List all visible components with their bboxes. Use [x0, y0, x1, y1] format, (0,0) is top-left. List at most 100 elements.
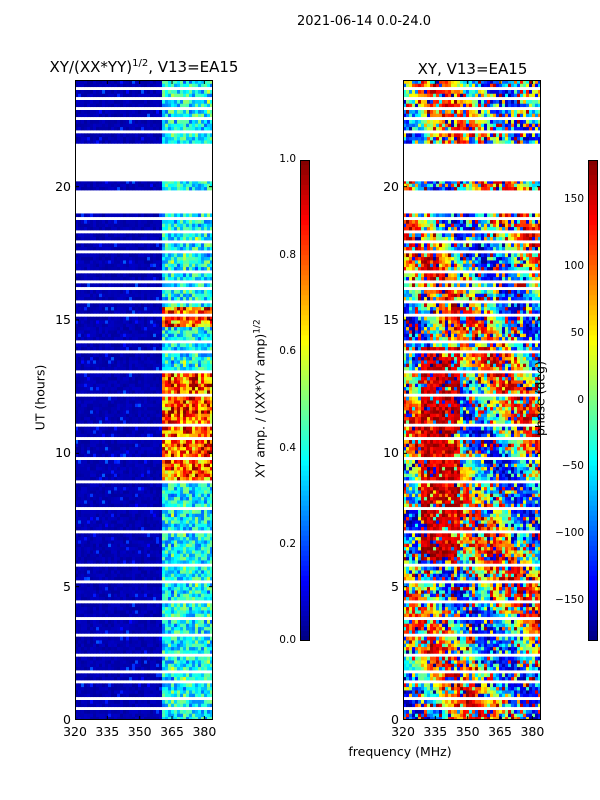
- heatmap-cell: [147, 460, 151, 464]
- heatmap-cell: [117, 586, 121, 591]
- heatmap-cell: [168, 570, 172, 574]
- heatmap-cell: [126, 346, 130, 351]
- heatmap-cell: [195, 553, 199, 558]
- heatmap-cell: [207, 630, 211, 634]
- heatmap-cell: [117, 520, 121, 524]
- heatmap-cell: [165, 483, 169, 488]
- heatmap-cell: [168, 533, 172, 538]
- heatmap-cell: [138, 573, 142, 578]
- heatmap-cell: [75, 413, 79, 418]
- heatmap-cell: [108, 330, 112, 334]
- heatmap-cell: [132, 496, 136, 501]
- heatmap-cell: [132, 553, 136, 558]
- heatmap-cell: [78, 333, 82, 338]
- heatmap-cell: [186, 503, 190, 508]
- heatmap-cell: [150, 693, 154, 698]
- heatmap-cell: [75, 660, 79, 664]
- heatmap-cell: [81, 693, 85, 698]
- heatmap-cell: [129, 276, 133, 281]
- heatmap-cell: [123, 566, 127, 571]
- heatmap-cell: [102, 390, 106, 394]
- heatmap-cell: [138, 630, 142, 634]
- heatmap-cell: [156, 713, 160, 718]
- heatmap-cell: [81, 656, 85, 661]
- heatmap-cell: [168, 486, 172, 491]
- heatmap-cell: [141, 713, 145, 718]
- heatmap-cell: [75, 450, 79, 454]
- heatmap-cell: [153, 290, 157, 294]
- heatmap-cell: [96, 690, 100, 694]
- heatmap-cell: [162, 450, 166, 454]
- heatmap-cell: [78, 713, 82, 718]
- heatmap-cell: [117, 566, 121, 571]
- heatmap-cell: [156, 380, 160, 384]
- heatmap-cell: [96, 296, 100, 301]
- heatmap-cell: [96, 620, 100, 624]
- heatmap-cell: [192, 410, 196, 414]
- heatmap-cell: [96, 546, 100, 551]
- heatmap-cell: [186, 290, 190, 294]
- heatmap-cell: [81, 420, 85, 424]
- heatmap-cell: [207, 426, 211, 431]
- heatmap-cell: [132, 466, 136, 471]
- heatmap-cell: [204, 646, 208, 651]
- heatmap-cell: [141, 703, 145, 708]
- heatmap-cell: [204, 383, 208, 388]
- heatmap-cell: [204, 660, 208, 664]
- heatmap-cell: [210, 363, 213, 368]
- heatmap-cell: [195, 463, 199, 468]
- heatmap-cell: [201, 560, 205, 564]
- heatmap-cell: [93, 646, 97, 651]
- heatmap-cell: [96, 466, 100, 471]
- heatmap-cell: [204, 363, 208, 368]
- heatmap-cell: [174, 526, 178, 531]
- heatmap-cell: [162, 690, 166, 694]
- heatmap-cell: [186, 406, 190, 411]
- heatmap-cell: [111, 536, 115, 541]
- heatmap-cell: [99, 466, 103, 471]
- heatmap-cell: [129, 593, 133, 598]
- heatmap-cell: [150, 410, 154, 414]
- heatmap-cell: [135, 316, 139, 321]
- heatmap-cell: [126, 593, 130, 598]
- heatmap-cell: [192, 583, 196, 588]
- heatmap-cell: [144, 376, 148, 381]
- heatmap-cell: [126, 320, 130, 324]
- heatmap-cell: [180, 636, 184, 641]
- heatmap-cell: [192, 523, 196, 528]
- heatmap-cell: [120, 406, 124, 411]
- heatmap-cell: [207, 463, 211, 468]
- heatmap-cell: [195, 420, 199, 424]
- heatmap-cell: [186, 623, 190, 628]
- heatmap-cell: [105, 353, 109, 358]
- heatmap-cell: [159, 490, 163, 494]
- heatmap-cell: [201, 666, 205, 671]
- heatmap-cell: [111, 570, 115, 574]
- heatmap-cell: [135, 700, 139, 704]
- heatmap-cell: [144, 703, 148, 708]
- heatmap-cell: [201, 310, 205, 314]
- heatmap-cell: [192, 310, 196, 314]
- heatmap-cell: [93, 500, 97, 504]
- heatmap-cell: [84, 296, 88, 301]
- heatmap-cell: [189, 470, 193, 474]
- heatmap-cell: [186, 486, 190, 491]
- heatmap-cell: [81, 620, 85, 624]
- heatmap-cell: [141, 663, 145, 668]
- heatmap-cell: [135, 356, 139, 361]
- heatmap-cell: [123, 606, 127, 611]
- heatmap-cell: [90, 403, 94, 408]
- heatmap-cell: [135, 403, 139, 408]
- heatmap-cell: [180, 510, 184, 514]
- heatmap-cell: [81, 496, 85, 501]
- heatmap-cell: [123, 626, 127, 631]
- heatmap-cell: [153, 630, 157, 634]
- heatmap-cell: [189, 690, 193, 694]
- heatmap-cell: [153, 363, 157, 368]
- heatmap-cell: [174, 413, 178, 418]
- heatmap-cell: [150, 573, 154, 578]
- heatmap-cell: [96, 503, 100, 508]
- heatmap-cell: [117, 620, 121, 624]
- heatmap-cell: [177, 630, 181, 634]
- heatmap-cell: [108, 710, 112, 714]
